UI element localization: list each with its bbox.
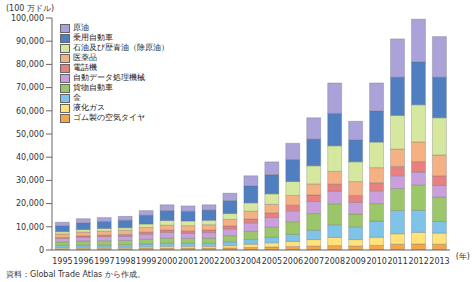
html-text:貨物自動車: 貨物自動車 (73, 83, 113, 92)
html-text:原油: 原油 (73, 23, 89, 32)
svg-text:2001: 2001 (178, 257, 198, 266)
svg-text:2004: 2004 (241, 257, 261, 266)
svg-text:1998: 1998 (115, 257, 135, 266)
svg-text:2005: 2005 (262, 257, 282, 266)
html-text:ゴム製の空気タイヤ: ゴム製の空気タイヤ (73, 113, 145, 122)
svg-text:1996: 1996 (73, 257, 93, 266)
svg-text:100,000: 100,000 (11, 14, 44, 23)
svg-text:70,000: 70,000 (16, 83, 44, 92)
svg-text:80,000: 80,000 (16, 60, 44, 69)
svg-text:2003: 2003 (220, 257, 240, 266)
svg-text:90,000: 90,000 (16, 37, 44, 46)
html-text:医薬品: 医薬品 (73, 53, 97, 62)
svg-text:60,000: 60,000 (16, 107, 44, 116)
html-text:(年): (年) (455, 252, 470, 261)
svg-text:2013: 2013 (429, 257, 449, 266)
svg-text:1999: 1999 (136, 257, 156, 266)
svg-text:1997: 1997 (94, 257, 114, 266)
svg-text:20,000: 20,000 (16, 199, 44, 208)
html-text:石油及び歴青油（除原油）: 石油及び歴青油（除原油） (73, 43, 169, 52)
html-text:自動データ処理機械: 自動データ処理機械 (73, 73, 145, 82)
html-text:液化ガス: 液化ガス (73, 103, 105, 112)
svg-text:2009: 2009 (346, 257, 366, 266)
svg-text:2010: 2010 (367, 257, 387, 266)
svg-text:2011: 2011 (387, 257, 407, 266)
svg-text:50,000: 50,000 (16, 130, 44, 139)
svg-text:30,000: 30,000 (16, 176, 44, 185)
html-text:乗用自動車: 乗用自動車 (73, 33, 113, 42)
svg-text:2006: 2006 (283, 257, 303, 266)
svg-text:10,000: 10,000 (16, 223, 44, 232)
html-text:金: 金 (73, 93, 81, 102)
svg-text:2000: 2000 (157, 257, 177, 266)
svg-text:0: 0 (39, 246, 44, 255)
svg-text:1995: 1995 (52, 257, 72, 266)
svg-text:2008: 2008 (325, 257, 345, 266)
html-text:(100 万ドル): (100 万ドル) (6, 4, 55, 13)
html-text:電話機: 電話機 (73, 63, 97, 72)
svg-text:40,000: 40,000 (16, 153, 44, 162)
html-text:資料：Global Trade Atlas から作成。: 資料：Global Trade Atlas から作成。 (6, 270, 145, 279)
svg-text:2007: 2007 (304, 257, 324, 266)
svg-text:2002: 2002 (199, 257, 219, 266)
svg-text:2012: 2012 (408, 257, 428, 266)
